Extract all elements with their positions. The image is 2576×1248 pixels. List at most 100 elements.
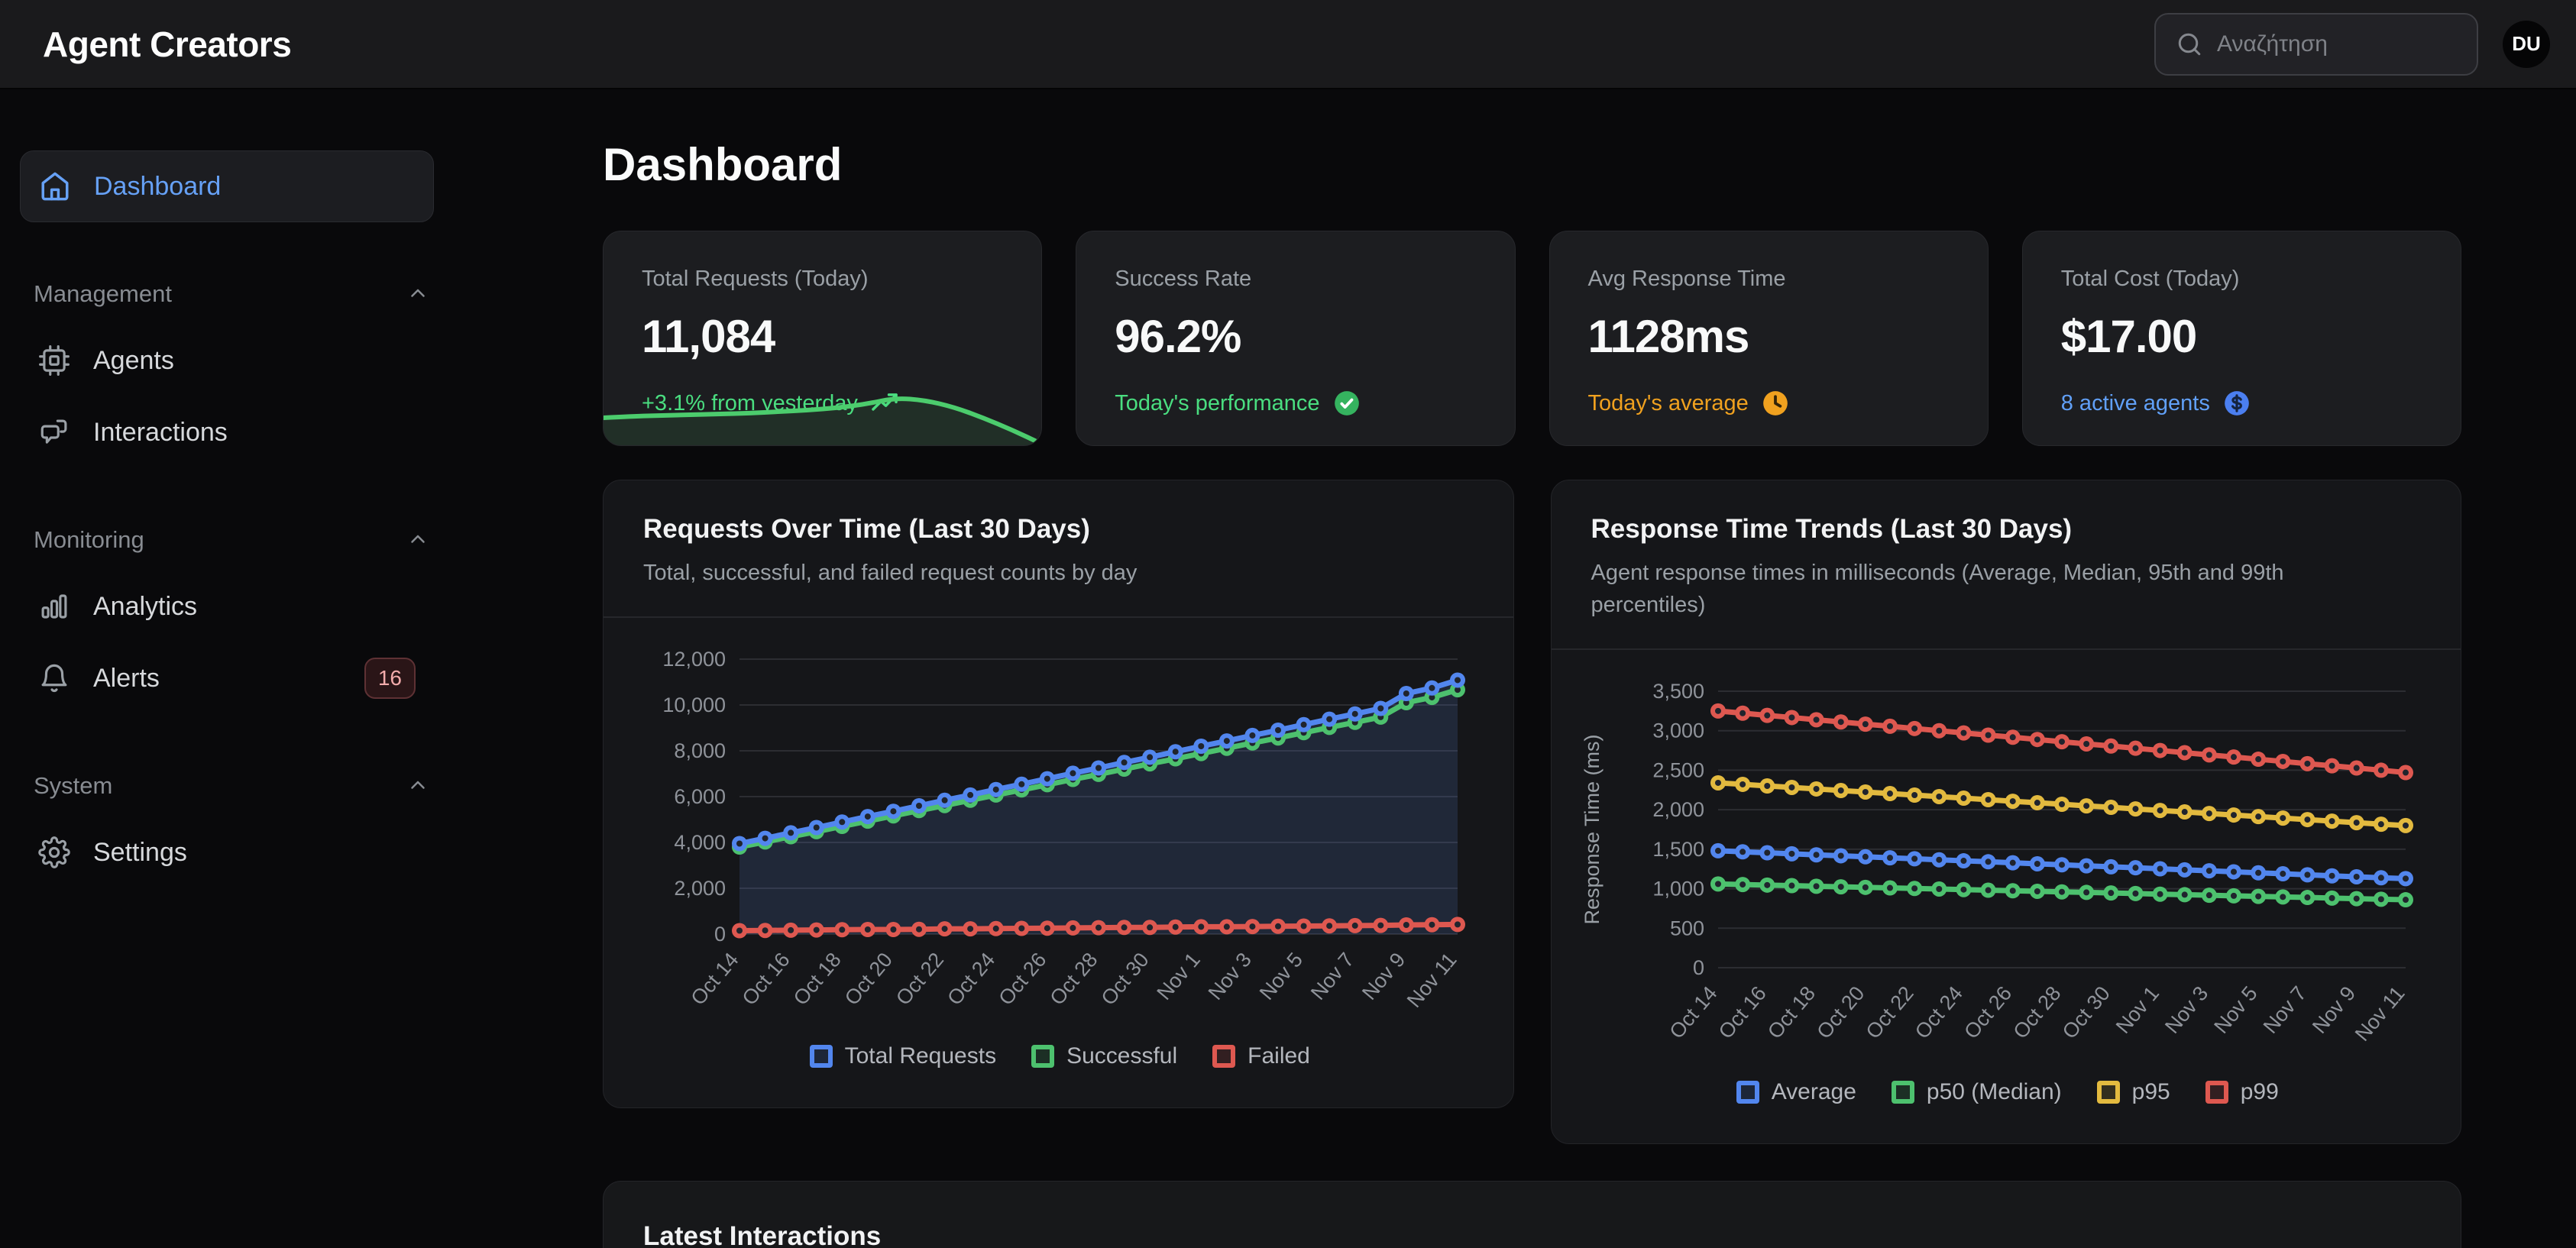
avatar[interactable]: DU (2503, 20, 2550, 68)
sidebar-item-alerts[interactable]: Alerts 16 (20, 642, 434, 714)
legend-label: p95 (2131, 1079, 2170, 1105)
chart-subtitle: Agent response times in milliseconds (Av… (1591, 561, 2284, 618)
stat-label: Avg Response Time (1587, 267, 1786, 291)
sidebar-item-interactions[interactable]: Interactions (20, 396, 434, 468)
svg-text:4,000: 4,000 (674, 831, 726, 854)
legend-item: Total Requests (809, 1043, 997, 1069)
chip-icon (38, 344, 70, 377)
stat-label: Total Cost (Today) (2060, 267, 2240, 291)
page-title: Dashboard (603, 139, 843, 190)
svg-text:Oct 24: Oct 24 (943, 949, 999, 1010)
home-icon (39, 170, 71, 202)
chart-header: Response Time Trends (Last 30 Days) Agen… (1551, 480, 2461, 651)
clock-icon (1761, 389, 1790, 418)
search-input[interactable] (2217, 31, 2457, 57)
main-content: Dashboard Total Requests (Today) 11,084 … (474, 89, 2576, 1248)
svg-text:Oct 16: Oct 16 (738, 949, 794, 1010)
svg-text:Oct 28: Oct 28 (1045, 949, 1102, 1010)
svg-text:Oct 22: Oct 22 (892, 949, 948, 1010)
response-time-chart: 0 500 1,000 1,500 2,000 2,500 3,000 3,500 Oct 14… (1581, 680, 2413, 1046)
alerts-count-badge: 16 (364, 658, 416, 699)
stat-subtext: Today's average (1588, 389, 1950, 418)
sidebar-item-label: Agents (93, 345, 174, 375)
legend-item: Average (1736, 1079, 1856, 1105)
chevron-up-icon (406, 283, 429, 306)
legend-swatch (1212, 1045, 1236, 1069)
sidebar-item-label: Dashboard (94, 171, 222, 201)
legend-swatch (1891, 1081, 1914, 1104)
stat-value: 96.2% (1115, 311, 1241, 362)
chart-plot-area: 0 2,000 4,000 6,000 8,000 10,000 12,000 Oct 14 O… (604, 618, 1513, 1107)
svg-text:Nov 11: Nov 11 (2350, 982, 2409, 1046)
svg-text:0: 0 (714, 923, 726, 946)
stat-value: $17.00 (2060, 311, 2198, 362)
stat-subtext: Today's performance (1115, 389, 1476, 418)
svg-text:Nov 9: Nov 9 (1358, 949, 1409, 1004)
svg-text:Oct 30: Oct 30 (2057, 982, 2114, 1043)
legend-swatch (1736, 1081, 1759, 1104)
sidebar-item-label: Settings (93, 837, 187, 867)
sidebar-section-system[interactable]: System (20, 766, 434, 806)
legend-label: Average (1771, 1079, 1856, 1105)
gear-icon (38, 836, 70, 868)
sidebar-item-label: Analytics (93, 591, 198, 621)
bell-icon (38, 662, 70, 694)
legend-item: p99 (2205, 1079, 2279, 1105)
latest-interactions-card: Latest Interactions (603, 1181, 2461, 1248)
svg-text:Nov 7: Nov 7 (2258, 982, 2310, 1038)
legend-item: p95 (2096, 1079, 2170, 1105)
svg-text:1,500: 1,500 (1652, 838, 1704, 861)
legend-swatch (809, 1045, 833, 1069)
svg-text:Oct 20: Oct 20 (840, 949, 897, 1010)
svg-text:Nov 7: Nov 7 (1306, 949, 1358, 1004)
stat-card-avg-response-time: Avg Response Time 1128ms Today's average (1549, 231, 1989, 446)
topbar: Agent Creators DU (0, 0, 2576, 89)
chevron-up-icon (406, 529, 429, 551)
stat-label: Success Rate (1115, 267, 1252, 291)
stat-label: Total Requests (Today) (642, 267, 869, 291)
sidebar-item-dashboard[interactable]: Dashboard (20, 150, 434, 222)
svg-text:2,000: 2,000 (674, 877, 726, 900)
svg-text:Oct 22: Oct 22 (1861, 982, 1917, 1043)
svg-text:Oct 24: Oct 24 (1910, 982, 1966, 1043)
legend-label: Successful (1066, 1043, 1178, 1069)
chart-title: Requests Over Time (Last 30 Days) (643, 514, 1090, 544)
legend-label: Failed (1248, 1043, 1310, 1069)
svg-text:Oct 26: Oct 26 (994, 949, 1050, 1010)
sidebar-item-analytics[interactable]: Analytics (20, 571, 434, 642)
chart-plot-area: 0 500 1,000 1,500 2,000 2,500 3,000 3,500 Oct 14… (1552, 650, 2461, 1143)
svg-text:Response Time (ms): Response Time (ms) (1581, 735, 1604, 925)
svg-text:Nov 1: Nov 1 (1153, 949, 1205, 1004)
svg-text:Oct 16: Oct 16 (1714, 982, 1770, 1043)
legend-label: p99 (2240, 1079, 2279, 1105)
svg-text:2,000: 2,000 (1652, 798, 1704, 821)
svg-text:0: 0 (1692, 956, 1704, 979)
chart-title: Response Time Trends (Last 30 Days) (1591, 514, 2073, 544)
sidebar-section-management[interactable]: Management (20, 274, 434, 314)
sidebar-section-monitoring[interactable]: Monitoring (20, 520, 434, 560)
chart-legend: Average p50 (Median) p95 p99 (1573, 1073, 2443, 1136)
sidebar-item-agents[interactable]: Agents (20, 325, 434, 396)
chart-header: Requests Over Time (Last 30 Days) Total,… (604, 480, 1513, 619)
sidebar-item-label: Interactions (93, 417, 228, 447)
stat-value: 11,084 (642, 311, 775, 362)
stat-cards-row: Total Requests (Today) 11,084 +3.1% from… (603, 231, 2461, 446)
legend-swatch (2205, 1081, 2228, 1104)
svg-text:Oct 14: Oct 14 (686, 949, 743, 1010)
legend-label: Total Requests (844, 1043, 997, 1069)
svg-text:3,000: 3,000 (1652, 719, 1704, 742)
legend-label: p50 (Median) (1926, 1079, 2062, 1105)
chat-bubbles-icon (38, 416, 70, 448)
stat-card-success-rate: Success Rate 96.2% Today's performance (1076, 231, 1516, 446)
chevron-up-icon (406, 774, 429, 797)
sidebar-item-settings[interactable]: Settings (20, 816, 434, 888)
svg-text:8,000: 8,000 (674, 739, 726, 762)
svg-text:Oct 18: Oct 18 (789, 949, 846, 1010)
svg-text:Nov 5: Nov 5 (1255, 949, 1307, 1004)
svg-text:Nov 1: Nov 1 (2111, 982, 2163, 1038)
legend-swatch (1031, 1045, 1055, 1069)
search-box[interactable] (2154, 12, 2478, 76)
svg-text:Nov 11: Nov 11 (1403, 949, 1461, 1012)
svg-text:Nov 5: Nov 5 (2209, 982, 2261, 1038)
legend-item: Successful (1031, 1043, 1177, 1069)
